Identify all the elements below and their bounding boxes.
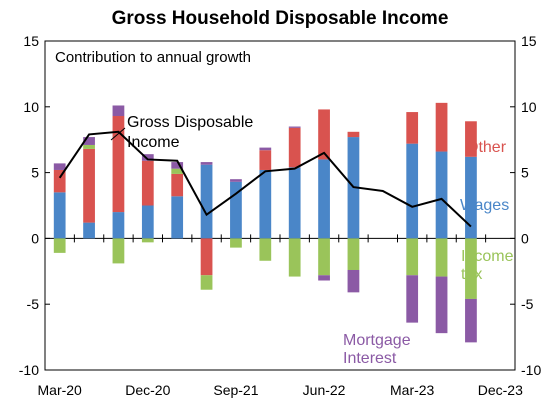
bar-wages	[259, 169, 272, 239]
bar-income-tax	[53, 238, 66, 253]
y-tick-label-left: -10	[19, 362, 39, 378]
bar-wages	[288, 167, 301, 239]
y-tick-label-right: 0	[521, 230, 529, 246]
y-tick-label-right: 10	[521, 99, 537, 115]
x-tick-label: Dec-20	[125, 382, 170, 398]
bar-income-tax	[141, 238, 154, 243]
bar-other	[83, 148, 95, 223]
bar-income-tax	[171, 168, 184, 174]
bar-income-tax	[112, 238, 125, 264]
bar-income-tax	[230, 238, 242, 248]
bar-mortgage-interest	[347, 269, 360, 293]
y-tick-label-right: 5	[521, 165, 529, 181]
bar-mortgage-interest	[318, 275, 330, 281]
bar-other	[200, 238, 213, 276]
x-tick-label: Dec-23	[478, 382, 523, 398]
y-tick-label-right: -10	[521, 362, 541, 378]
bar-wages	[171, 196, 184, 239]
plot-border	[44, 40, 516, 371]
y-tick-label-left: 0	[31, 230, 39, 246]
bar-wages	[141, 205, 154, 239]
bar-other	[171, 173, 184, 197]
bar-wages	[230, 181, 242, 239]
gdi-label-line2: Income	[127, 134, 180, 151]
bar-mortgage-interest	[406, 275, 419, 323]
bar-wages	[406, 143, 419, 239]
bar-other	[288, 127, 301, 168]
x-tick-label: Mar-20	[38, 382, 83, 398]
mortgage-label-line2: Interest	[343, 350, 397, 367]
bar-mortgage-interest	[465, 298, 477, 343]
bar-other	[141, 160, 154, 206]
gdi-label-pointer	[110, 127, 126, 141]
bar-wages	[435, 151, 448, 239]
bar-wages	[53, 192, 66, 239]
bar-wages	[112, 212, 125, 239]
bar-other	[259, 150, 272, 170]
bar-income-tax	[259, 238, 272, 261]
bar-other	[112, 116, 125, 213]
x-tick-label: Mar-23	[390, 382, 435, 398]
bar-mortgage-interest	[83, 137, 95, 145]
bar-wages	[83, 222, 95, 239]
bar-mortgage-interest	[259, 147, 272, 151]
bar-mortgage-interest	[200, 162, 213, 165]
bar-income-tax	[347, 238, 360, 270]
bar-mortgage-interest	[435, 276, 448, 334]
bar-mortgage-interest	[53, 163, 66, 170]
bar-income-tax	[200, 275, 213, 290]
x-tick-label: Jun-22	[303, 382, 346, 398]
bar-income-tax	[83, 144, 95, 149]
bars-group	[53, 102, 477, 343]
y-tick-label-left: 15	[23, 33, 39, 49]
bar-other	[347, 131, 360, 138]
bar-income-tax	[406, 238, 419, 276]
y-tick-label-left: -5	[27, 296, 40, 312]
bar-other	[53, 169, 66, 193]
bar-income-tax	[465, 238, 477, 299]
bar-income-tax	[288, 238, 301, 277]
bar-mortgage-interest	[171, 162, 184, 169]
bar-other	[318, 109, 330, 160]
bar-income-tax	[435, 238, 448, 277]
bar-other	[435, 102, 448, 152]
bar-wages	[465, 156, 477, 239]
gdi-label-line1: Gross Disposable	[127, 114, 253, 131]
bar-mortgage-interest	[230, 179, 242, 182]
bar-other	[406, 112, 419, 144]
wages-label: Wages	[460, 197, 509, 214]
bar-wages	[318, 159, 330, 239]
bar-mortgage-interest	[141, 154, 154, 161]
chart-title: Gross Household Disposable Income	[112, 8, 449, 29]
bar-wages	[200, 164, 213, 239]
y-tick-label-right: 15	[521, 33, 537, 49]
bar-income-tax	[318, 238, 330, 276]
gdi-line	[58, 130, 472, 228]
x-tick-label: Sep-21	[213, 382, 258, 398]
mortgage-label-line1: Mortgage	[343, 332, 411, 349]
y-tick-label-left: 5	[31, 165, 39, 181]
chart-subtitle: Contribution to annual growth	[55, 49, 251, 66]
bar-other	[465, 121, 477, 157]
line-group	[58, 130, 472, 228]
bar-mortgage-interest	[288, 126, 301, 128]
y-tick-label-left: 10	[23, 99, 39, 115]
y-tick-label-right: -5	[521, 296, 534, 312]
other-label: Other	[466, 139, 507, 156]
income-tax-label-line2: tax	[461, 266, 482, 283]
bar-mortgage-interest	[112, 105, 125, 117]
axes-group: 15 15 10 10 5 5 0 0 -5 -5 -10 -10 Mar-20 Dec-20 Sep-21…	[19, 33, 542, 398]
income-tax-label-line1: Income	[461, 248, 514, 265]
